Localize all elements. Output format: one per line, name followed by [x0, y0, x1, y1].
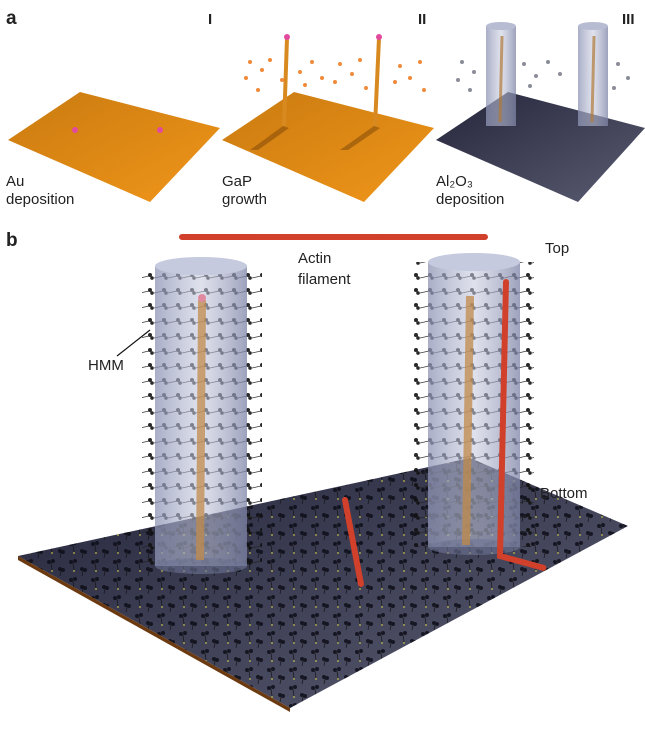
annotation: filament — [298, 271, 351, 288]
annotation: Actin — [298, 250, 331, 267]
au-dot — [376, 34, 382, 40]
substrate — [222, 92, 434, 202]
au-dot — [284, 34, 290, 40]
substrate — [8, 92, 220, 202]
figure: a I Au deposition II GaP growth — [0, 0, 645, 731]
au-dot — [157, 127, 163, 133]
caption: deposition — [436, 191, 504, 208]
coated-wire — [486, 22, 516, 126]
caption: deposition — [6, 191, 74, 208]
precursors — [244, 58, 426, 92]
panel-a: a I Au deposition II GaP growth — [6, 8, 645, 208]
panel-label: b — [6, 230, 18, 251]
motor-layer — [18, 458, 628, 708]
nanowire — [375, 38, 379, 126]
panel-label: a — [6, 8, 17, 29]
annotation: Bottom — [540, 485, 588, 502]
caption: growth — [222, 191, 267, 208]
annotation: Top — [545, 240, 569, 257]
left-pillar — [142, 257, 262, 574]
caption: Au — [6, 173, 24, 190]
step-numeral: III — [622, 11, 635, 28]
coated-wire — [578, 22, 608, 126]
caption: GaP — [222, 173, 252, 190]
step-numeral: II — [418, 11, 426, 28]
caption: Al₂O₃ — [436, 173, 473, 190]
step-numeral: I — [208, 11, 212, 28]
annotation: HMM — [88, 357, 124, 374]
au-dot — [72, 127, 78, 133]
right-pillar — [414, 253, 534, 555]
panel-b: b Actin filament Top HMM Bott — [6, 230, 628, 712]
